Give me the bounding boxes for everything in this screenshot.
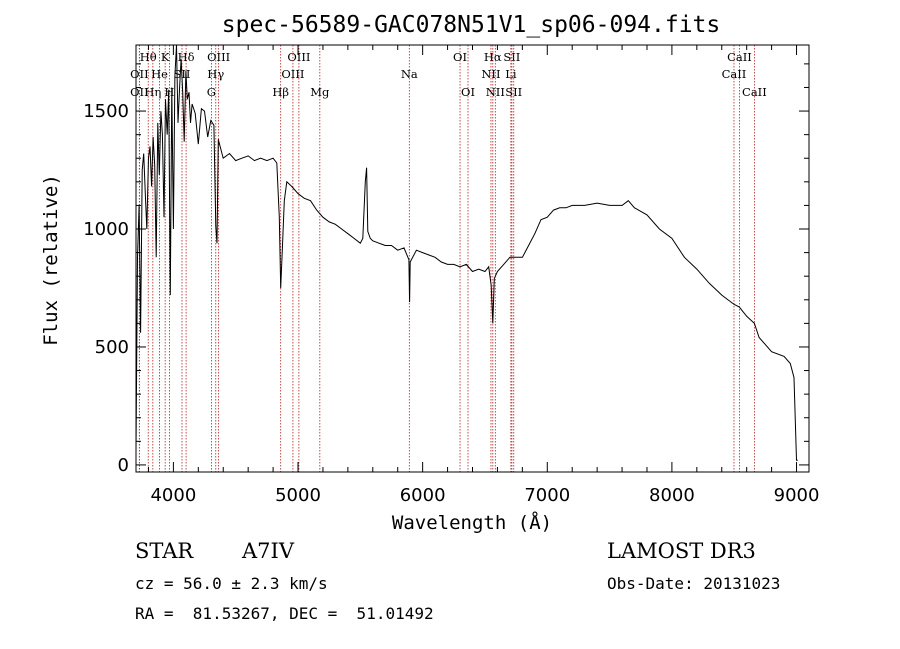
spectral-line-label: OII [130,85,149,99]
spectral-line-label: NII [486,85,505,99]
y-tick-label: 1000 [83,219,129,240]
y-tick-label: 0 [118,455,129,476]
x-axis-label: Wavelength (Å) [392,511,552,534]
spectral-line-label: OI [461,85,475,99]
spectral-line-label: Hβ [272,85,289,99]
y-axis-label: Flux (relative) [40,174,62,346]
object-type: STAR [135,539,194,563]
spectral-line-label: SII [505,85,522,99]
x-tick-label: 5000 [275,485,321,506]
spectral-line-label: Hη [144,85,161,99]
survey-name: LAMOST DR3 [607,539,756,563]
spectral-line-label: Hγ [207,67,224,81]
spectral-line-label: OIII [281,67,304,81]
spectral-line-label: He [151,67,168,81]
spectral-line-label: NII [481,67,500,81]
spectral-line-label: CaII [727,50,752,64]
y-tick-label: 1500 [83,101,129,122]
object-subclass: A7IV [242,539,294,563]
x-tick-label: 9000 [774,485,820,506]
spectral-line-label: OII [130,67,149,81]
coordinates: RA = 81.53267, DEC = 51.01492 [135,604,434,623]
spectral-line-label: H [164,85,174,99]
spectral-line-label: G [207,85,216,99]
x-tick-label: 8000 [649,485,695,506]
chart-title: spec-56589-GAC078N51V1_sp06-094.fits [222,12,721,38]
plot-frame [135,44,810,473]
x-tick-label: 7000 [524,485,570,506]
spectrum-line [135,44,798,461]
spectral-line-label: Hα [484,50,502,64]
spectral-line-label: CaII [742,85,767,99]
spectral-line-label: SII [503,50,520,64]
x-tick-label: 4000 [150,485,196,506]
spectral-line-label: Mg [310,85,330,99]
y-tick-label: 500 [95,337,129,358]
x-tick-label: 6000 [400,485,446,506]
spectral-line-label: Hδ [178,50,195,64]
spectral-line-label: OIII [207,50,230,64]
spectral-line-label: K [161,50,170,64]
spectral-line-label: CaII [722,67,747,81]
spectral-line-label: OIII [287,50,310,64]
spectral-line-label: Na [401,67,418,81]
spectral-line-label: Li [505,67,517,81]
redshift-value: cz = 56.0 ± 2.3 km/s [135,574,328,593]
spectral-line-label: Hθ [140,50,157,64]
observation-date: Obs-Date: 20131023 [607,574,781,593]
spectral-line-label: OI [453,50,467,64]
axis-ticks: 4000 5000 6000 7000 8000 9000 0 500 1000 1500 [83,45,819,506]
